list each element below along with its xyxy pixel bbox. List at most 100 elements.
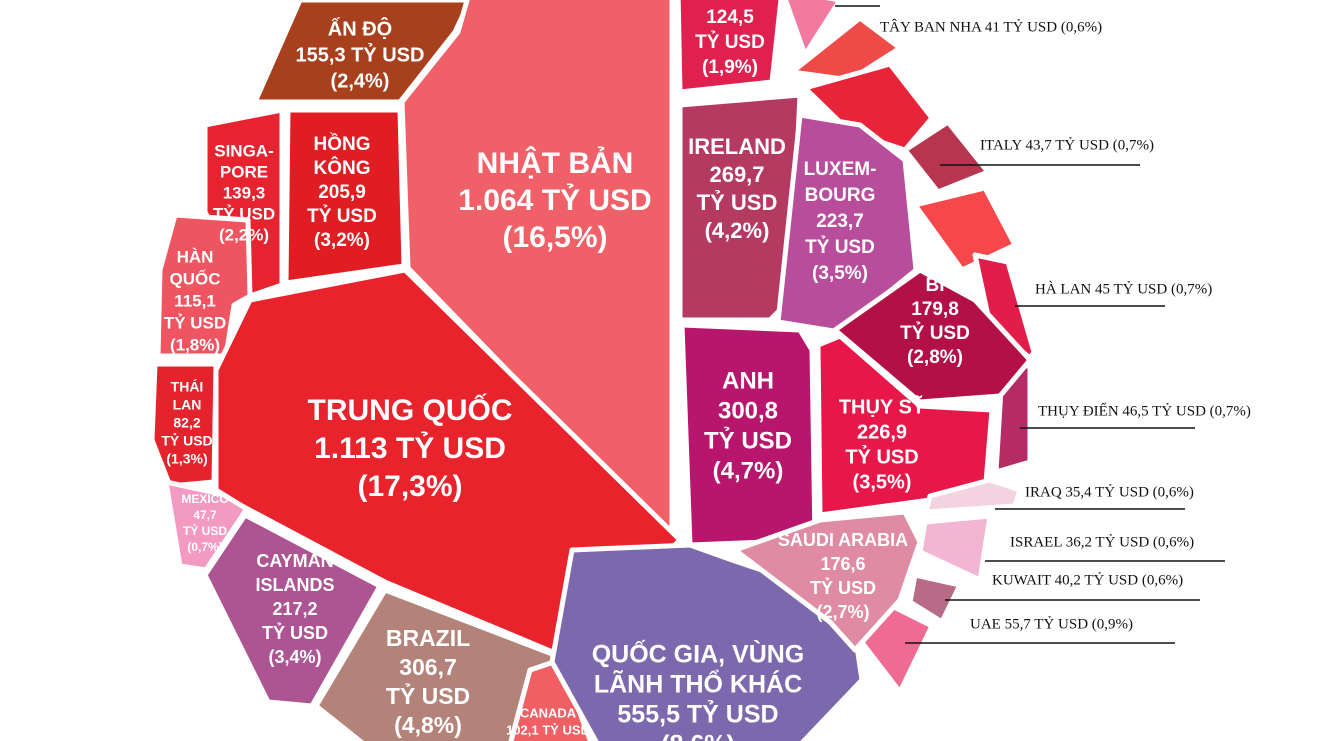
callout-label: TÂY BAN NHA 41 TỶ USD (0,6%) bbox=[880, 18, 1102, 35]
region-label: (3,4%) bbox=[268, 647, 321, 667]
region-label: (2,4%) bbox=[331, 70, 390, 92]
region-label: (1,9%) bbox=[702, 57, 758, 78]
region-label: TỶ USD bbox=[213, 204, 275, 223]
region-label: 115,1 bbox=[174, 291, 216, 310]
region bbox=[832, 267, 1033, 405]
callout-label: ISRAEL 36,2 TỶ USD (0,6%) bbox=[1010, 533, 1194, 550]
region bbox=[815, 333, 995, 518]
region-label: SAUDI ARABIA bbox=[778, 530, 908, 550]
region-label: TỶ USD bbox=[900, 322, 970, 344]
region bbox=[782, 0, 843, 58]
region-label: QUỐC bbox=[170, 268, 221, 288]
region-label: 102,1 TỶ USD bbox=[506, 722, 590, 737]
callout-label: UAE 55,7 TỶ USD (0,9%) bbox=[970, 615, 1133, 632]
region-label: 555,5 TỶ USD bbox=[617, 699, 778, 729]
region-label: TỶ USD bbox=[704, 425, 792, 454]
region-label: CANADA bbox=[520, 705, 577, 720]
region-label: 82,2 bbox=[173, 415, 200, 431]
region-label: 223,7 bbox=[816, 211, 864, 232]
region-label: 1.113 TỶ USD bbox=[314, 431, 506, 465]
region-label: TỶ USD bbox=[183, 523, 227, 538]
region-label: TRUNG QUỐC bbox=[308, 393, 513, 427]
region-label: (8,6%) bbox=[661, 731, 735, 741]
region bbox=[902, 119, 991, 195]
region-label: (1,3%) bbox=[166, 451, 207, 467]
region-label: 1.064 TỶ USD bbox=[458, 183, 651, 217]
callout-label: HÀ LAN 45 TỶ USD (0,7%) bbox=[1035, 280, 1212, 297]
region bbox=[917, 513, 993, 583]
region-label: THỤY SỸ bbox=[839, 395, 926, 418]
region-label: BRAZIL bbox=[386, 625, 470, 651]
region-label: 176,6 bbox=[820, 554, 865, 574]
region-label: TỶ USD bbox=[161, 433, 212, 449]
region-label: (4,7%) bbox=[713, 457, 784, 484]
region bbox=[213, 267, 683, 658]
region-label: TỶ USD bbox=[386, 681, 470, 709]
region-label: LAN bbox=[173, 397, 202, 413]
region-label: TỶ USD bbox=[695, 31, 765, 53]
region-label: MEXICO bbox=[181, 492, 228, 506]
region-label: (2,2%) bbox=[219, 225, 269, 244]
region-label: IRELAND bbox=[688, 134, 786, 159]
region-label: QUỐC GIA, VÙNG bbox=[592, 639, 805, 669]
region-label: (3,5%) bbox=[812, 263, 868, 284]
region bbox=[923, 477, 1023, 515]
region bbox=[675, 0, 784, 95]
region-label: 306,7 bbox=[399, 654, 457, 680]
region-label: TỶ USD bbox=[164, 313, 226, 332]
callout-label: IRAQ 35,4 TỶ USD (0,6%) bbox=[1025, 483, 1194, 500]
region bbox=[732, 509, 923, 653]
region bbox=[907, 572, 963, 625]
region-label: HÀN bbox=[177, 247, 214, 266]
callout-label: ITALY 43,7 TỶ USD (0,7%) bbox=[980, 136, 1154, 153]
region-label: 217,2 bbox=[272, 599, 317, 619]
region-label: SINGA- bbox=[214, 141, 274, 160]
region bbox=[679, 322, 818, 548]
region-label: TỶ USD bbox=[810, 577, 876, 598]
region-label: (2,7%) bbox=[816, 602, 869, 622]
region-label: (3,2%) bbox=[314, 230, 370, 251]
callout-label: KUWAIT 40,2 TỶ USD (0,6%) bbox=[992, 571, 1183, 588]
region-label: TỶ USD bbox=[307, 205, 377, 227]
region bbox=[283, 107, 407, 286]
region-label: TỶ USD bbox=[697, 190, 778, 215]
region-label: BỈ bbox=[926, 274, 945, 296]
region-label: TỶ USD bbox=[262, 622, 328, 643]
region-label: TỶ USD bbox=[805, 236, 875, 258]
region-label: NHẬT BẢN bbox=[477, 146, 634, 180]
region bbox=[155, 212, 253, 359]
region-label: (17,3%) bbox=[357, 470, 462, 503]
region-label: (4,2%) bbox=[705, 218, 770, 243]
region-label: 155,3 TỶ USD bbox=[296, 43, 425, 66]
region-label: 205,9 bbox=[318, 182, 366, 203]
region-label: 47,7 bbox=[193, 508, 217, 522]
region-label: 139,3 bbox=[223, 183, 266, 202]
region bbox=[789, 15, 903, 83]
region-label: 300,8 bbox=[718, 397, 778, 424]
region-label: 226,9 bbox=[857, 421, 907, 443]
region-label: (4,8%) bbox=[394, 712, 462, 738]
region-label: (3,5%) bbox=[853, 471, 912, 493]
region-label: (0,7%) bbox=[187, 540, 222, 554]
region-label: ISLANDS bbox=[255, 575, 334, 595]
region bbox=[912, 185, 1018, 273]
region-label: LÃNH THỔ KHÁC bbox=[594, 669, 802, 699]
region-label: HỒNG bbox=[314, 133, 371, 155]
region-label: ẤN ĐỘ bbox=[328, 16, 392, 40]
region-label: 269,7 bbox=[709, 162, 764, 187]
region bbox=[202, 512, 383, 709]
region-label: THÁI bbox=[171, 379, 204, 395]
region-label: PORE bbox=[220, 162, 268, 181]
region-label: (16,5%) bbox=[502, 221, 607, 254]
region bbox=[549, 542, 865, 741]
region-label: TỶ USD bbox=[845, 445, 918, 468]
region bbox=[202, 107, 285, 299]
region bbox=[149, 361, 219, 489]
callout-label: THỤY ĐIỂN 46,5 TỶ USD (0,7%) bbox=[1038, 401, 1251, 419]
region-label: BOURG bbox=[805, 185, 876, 206]
region-label: 124,5 bbox=[706, 7, 754, 28]
region-label: LUXEM- bbox=[804, 159, 877, 180]
region bbox=[399, 0, 675, 543]
region-label: (2,8%) bbox=[907, 347, 963, 368]
